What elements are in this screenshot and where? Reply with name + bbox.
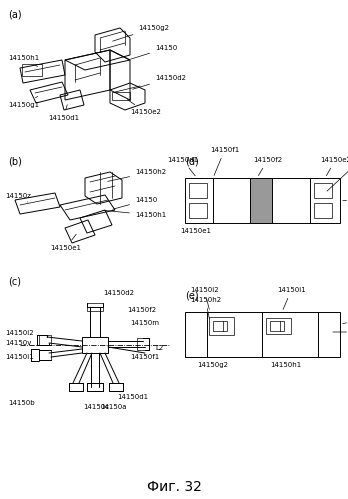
Bar: [270, 321, 284, 331]
Text: 14150f1: 14150f1: [130, 354, 159, 360]
Bar: [22, 64, 42, 76]
Text: 14150i2: 14150i2: [190, 287, 219, 309]
Text: 14150: 14150: [113, 197, 157, 209]
Text: 14150h2: 14150h2: [190, 297, 221, 319]
Bar: [39, 335, 51, 345]
Text: 14150g2: 14150g2: [113, 25, 169, 41]
Text: 14150b: 14150b: [8, 400, 34, 406]
Bar: [69, 383, 83, 391]
Bar: [109, 383, 123, 391]
Text: 14150d2: 14150d2: [133, 75, 186, 89]
Bar: [314, 183, 332, 198]
Text: 14150z: 14150z: [5, 193, 31, 202]
Bar: [87, 303, 103, 311]
Bar: [185, 178, 340, 223]
Text: (e): (e): [185, 290, 199, 300]
Text: 14150d2: 14150d2: [103, 290, 134, 296]
Text: 14150i1: 14150i1: [277, 287, 306, 309]
Text: 14150v: 14150v: [5, 340, 31, 346]
Text: 14150h1: 14150h1: [270, 362, 301, 368]
Text: 14150c: 14150c: [83, 404, 109, 410]
Text: 14150d1: 14150d1: [117, 394, 148, 400]
Text: 14150i1: 14150i1: [5, 354, 34, 360]
Bar: [266, 318, 291, 334]
Text: (c): (c): [8, 277, 21, 287]
Text: (d): (d): [185, 157, 199, 167]
Text: 14150d2: 14150d2: [327, 157, 348, 191]
Text: 14150f2: 14150f2: [127, 307, 156, 313]
Bar: [189, 183, 207, 198]
Bar: [314, 203, 332, 218]
Text: Фиг. 32: Фиг. 32: [147, 480, 201, 494]
Text: 14150e2: 14150e2: [320, 157, 348, 176]
Text: 14150f1: 14150f1: [210, 147, 239, 176]
Text: 14150h2: 14150h2: [108, 169, 166, 182]
Bar: [213, 321, 227, 331]
Bar: [112, 92, 130, 100]
Text: 14150e2: 14150e2: [127, 100, 161, 115]
Text: 14150d1: 14150d1: [167, 157, 198, 176]
Text: 14150: 14150: [130, 45, 177, 59]
Text: 14150h1: 14150h1: [8, 55, 39, 66]
Bar: [82, 337, 108, 353]
Text: 14150: 14150: [343, 317, 348, 323]
Text: 14150e1: 14150e1: [50, 234, 81, 251]
Bar: [185, 312, 340, 357]
Text: L2: L2: [155, 345, 163, 351]
Text: (b): (b): [8, 157, 22, 167]
Text: (a): (a): [8, 9, 22, 19]
Bar: [189, 203, 207, 218]
Bar: [87, 383, 103, 391]
Text: 14150h1: 14150h1: [103, 210, 166, 218]
Bar: [209, 317, 234, 335]
Bar: [250, 178, 272, 223]
Text: 14150e1: 14150e1: [180, 228, 211, 234]
Text: 14150a: 14150a: [100, 404, 127, 410]
Text: 14150g1: 14150g1: [333, 329, 348, 335]
Text: 14150i2: 14150i2: [5, 330, 34, 336]
Bar: [137, 338, 149, 350]
Text: 14150f2: 14150f2: [253, 157, 282, 176]
Bar: [39, 350, 51, 360]
Text: 14150g2: 14150g2: [197, 362, 228, 368]
Text: 14150: 14150: [343, 198, 348, 204]
Text: 14150g1: 14150g1: [8, 96, 39, 108]
Text: 14150d1: 14150d1: [48, 105, 79, 121]
Text: 14150m: 14150m: [130, 320, 159, 326]
